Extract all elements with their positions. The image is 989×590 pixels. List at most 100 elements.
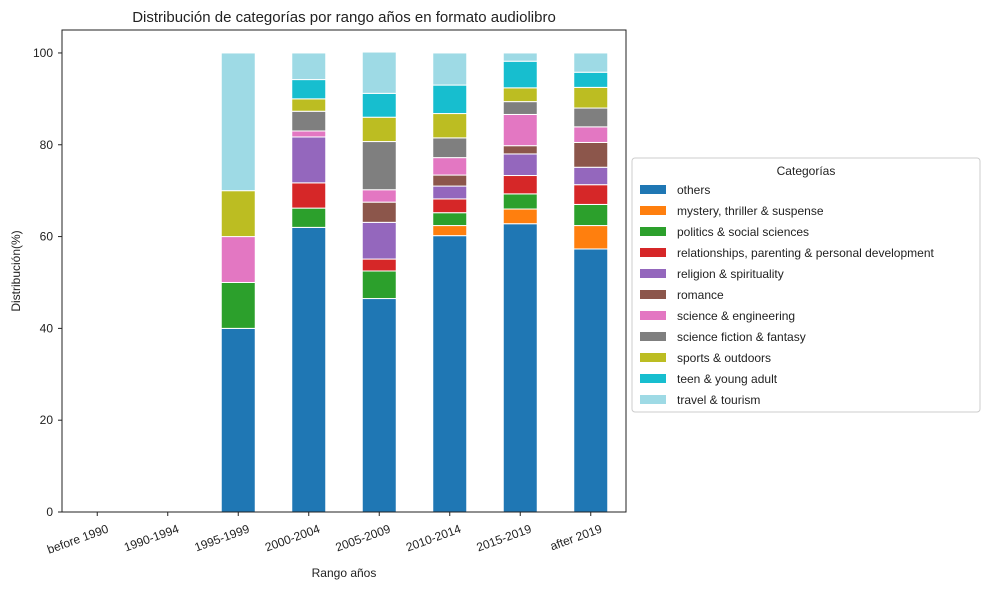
bar-segment (220, 327, 256, 513)
legend-swatch (640, 248, 666, 257)
legend-box (631, 157, 981, 413)
legend: Categorías others mystery, thriller & sus… (631, 157, 981, 413)
bar-segment (502, 153, 538, 177)
bar-segment (432, 157, 468, 176)
bar-segment (432, 198, 468, 214)
x-tick-label: 2005-2009 (334, 522, 393, 555)
bar-segment (432, 225, 468, 237)
y-tick-label: 0 (46, 505, 53, 519)
legend-swatch (640, 206, 666, 215)
legend-swatch (640, 269, 666, 278)
bar-segment (361, 258, 397, 272)
legend-label: travel & tourism (677, 393, 760, 407)
bar-segment (502, 60, 538, 89)
y-tick-label: 80 (40, 138, 54, 152)
bar-segment (573, 203, 609, 227)
bar-segment (573, 71, 609, 88)
bar-segment (361, 116, 397, 143)
bar-segment (573, 52, 609, 73)
bar-segment (361, 221, 397, 260)
bar-segment (361, 298, 397, 513)
bar-segment (573, 126, 609, 143)
bar-segment (573, 107, 609, 128)
bar-segment (220, 281, 256, 329)
legend-swatch (640, 353, 666, 362)
plot-frame (61, 29, 627, 513)
bar-segment (291, 207, 327, 228)
bar-segment (432, 174, 468, 187)
bar-segment (291, 226, 327, 513)
bar-segment (361, 189, 397, 203)
bar-segment (502, 113, 538, 147)
bar-segment (291, 79, 327, 100)
legend-swatch (640, 332, 666, 341)
x-tick-label: 1995-1999 (193, 522, 252, 555)
bar-segment (573, 86, 609, 109)
x-axis-label: Rango años (312, 566, 377, 580)
legend-label: sports & outdoors (677, 351, 771, 365)
x-tick-label: 1990-1994 (122, 522, 181, 555)
y-tick-label: 100 (33, 46, 53, 60)
legend-title: Categorías (777, 164, 836, 178)
plot-area (220, 51, 609, 513)
legend-label: relationships, parenting & personal deve… (677, 246, 934, 260)
bar-segment (502, 193, 538, 210)
legend-label: politics & social sciences (677, 225, 809, 239)
bar-segment (573, 248, 609, 513)
bar-segment (291, 98, 327, 112)
y-tick-label: 40 (40, 321, 54, 335)
bar-segment (291, 52, 327, 81)
bar-segment (291, 130, 327, 138)
bar-segment (291, 182, 327, 209)
legend-swatch (640, 290, 666, 299)
bar-segment (432, 235, 468, 513)
legend-label: science fiction & fantasy (677, 330, 806, 344)
y-tick-label: 60 (40, 230, 54, 244)
x-tick-label: after 2019 (548, 522, 604, 554)
x-tick-label: 2000-2004 (263, 522, 322, 555)
bar-segment (291, 136, 327, 184)
bar-segment (502, 145, 538, 155)
bar-segment (432, 137, 468, 159)
legend-swatch (640, 311, 666, 320)
y-tick-label: 20 (40, 413, 54, 427)
bar-segment (220, 190, 256, 238)
legend-swatch (640, 227, 666, 236)
legend-label: science & engineering (677, 309, 795, 323)
legend-swatch (640, 374, 666, 383)
bar-segment (573, 184, 609, 205)
bar-segment (573, 166, 609, 186)
bar-segment (432, 185, 468, 200)
bar-segment (361, 51, 397, 94)
legend-label: teen & young adult (677, 372, 778, 386)
legend-label: religion & spirituality (677, 267, 784, 281)
chart-title: Distribución de categorías por rango año… (132, 9, 556, 26)
legend-label: others (677, 183, 710, 197)
x-tick-label: 2010-2014 (404, 522, 463, 555)
bar-segment (432, 52, 468, 86)
bar-segment (502, 223, 538, 513)
bar-segment (573, 225, 609, 250)
bar-segment (291, 110, 327, 132)
legend-swatch (640, 185, 666, 194)
bar-segment (361, 141, 397, 191)
x-tick-label: 2015-2019 (475, 522, 534, 555)
bar-segment (573, 141, 609, 168)
legend-label: mystery, thriller & suspense (677, 204, 824, 218)
bar-segment (361, 92, 397, 118)
legend-label: romance (677, 288, 724, 302)
bar-segment (502, 101, 538, 115)
bar-segment (502, 208, 538, 225)
bar-segment (502, 87, 538, 103)
bar-segment (361, 201, 397, 223)
bar-segment (502, 52, 538, 62)
bar-segment (220, 52, 256, 192)
bar-segment (432, 113, 468, 139)
y-axis-label: Distribución(%) (9, 230, 23, 311)
legend-swatch (640, 395, 666, 404)
bar-segment (432, 212, 468, 227)
bar-segment (220, 236, 256, 283)
x-tick-label: before 1990 (45, 522, 110, 557)
bar-segment (502, 175, 538, 195)
